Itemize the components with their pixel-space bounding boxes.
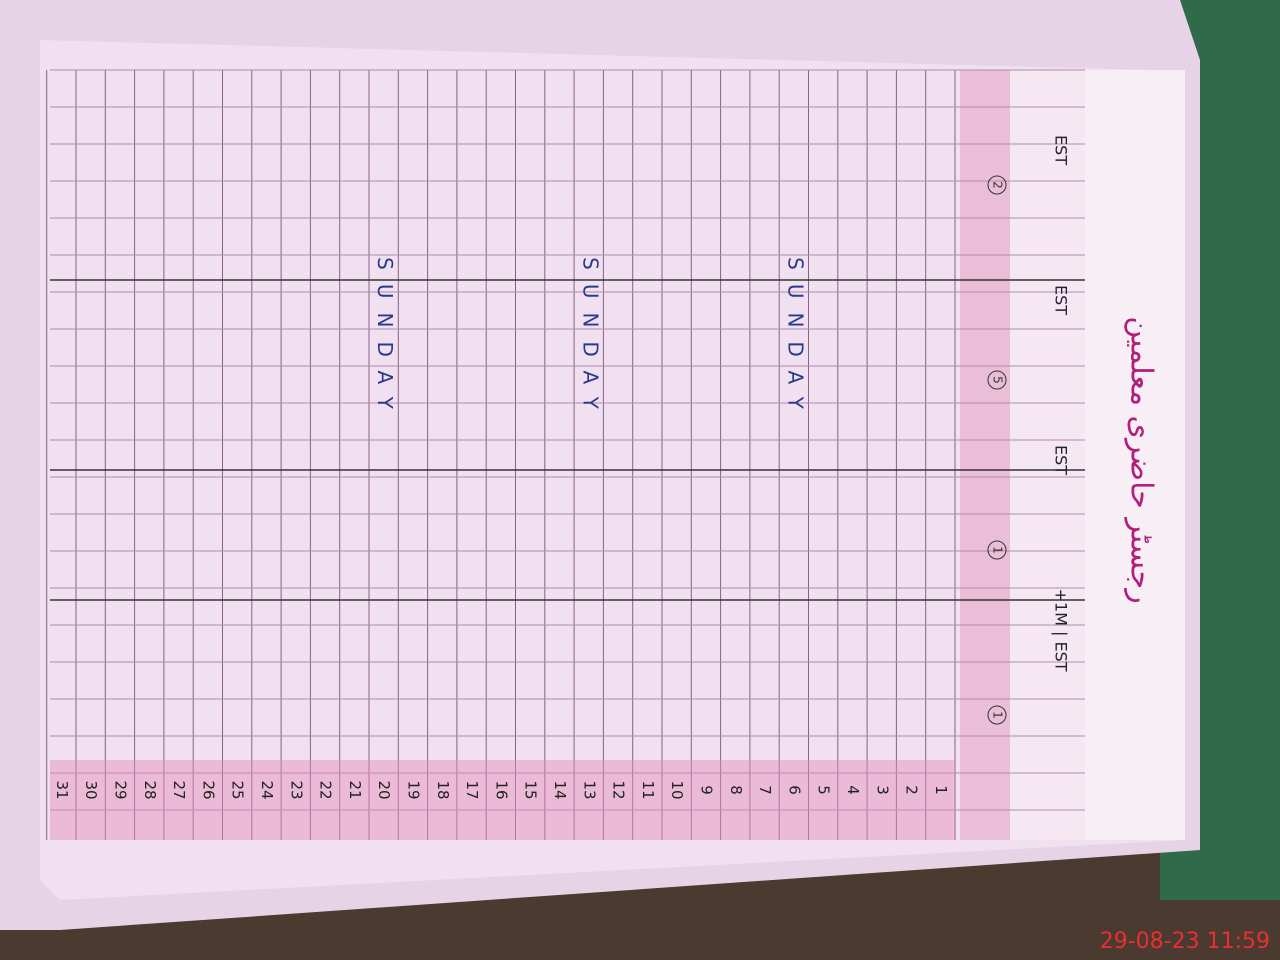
- holiday-note: SUNDAY: [783, 257, 807, 423]
- row-number: 21: [346, 780, 364, 799]
- row-number: 17: [463, 780, 481, 799]
- row-number: 16: [492, 780, 510, 799]
- register-title: رجسٹر حاضری معلمین: [1124, 316, 1159, 603]
- holiday-note: SUNDAY: [373, 257, 397, 423]
- row-number: 7: [756, 785, 774, 795]
- row-number: 19: [404, 780, 422, 799]
- row-number: 8: [727, 785, 745, 795]
- circled-number: 1: [991, 546, 1005, 554]
- circled-number: 1: [991, 711, 1005, 719]
- circle-mark: [987, 705, 1007, 725]
- row-number: 9: [697, 785, 715, 795]
- row-number: 1: [932, 785, 950, 795]
- circle-mark: [987, 370, 1007, 390]
- column-header: EST: [1052, 285, 1071, 315]
- column-header: +1M | EST: [1052, 589, 1071, 672]
- column-header: EST: [1052, 445, 1071, 475]
- row-number: 12: [610, 780, 628, 799]
- row-number: 3: [873, 785, 891, 795]
- row-number: 26: [199, 780, 217, 799]
- row-number: 14: [551, 780, 569, 799]
- row-number: 5: [815, 785, 833, 795]
- row-number: 22: [317, 780, 335, 799]
- row-number: 11: [639, 780, 657, 799]
- row-number: 15: [522, 780, 540, 799]
- row-number: 28: [141, 780, 159, 799]
- ruled-grid: [46, 69, 1085, 840]
- header-band: [960, 70, 1010, 840]
- row-number: 6: [785, 785, 803, 795]
- holiday-note: SUNDAY: [578, 257, 602, 423]
- row-number: 24: [258, 780, 276, 799]
- timestamp: 29-08-23 11:59: [1100, 929, 1270, 954]
- circle-mark: [987, 175, 1007, 195]
- row-number: 20: [375, 780, 393, 799]
- title-band: [1085, 70, 1185, 840]
- row-number: 18: [434, 780, 452, 799]
- circled-number: 2: [991, 181, 1005, 189]
- row-number: 13: [580, 780, 598, 799]
- row-number: 29: [111, 780, 129, 799]
- row-number: 23: [287, 780, 305, 799]
- number-band: [50, 760, 955, 840]
- circle-mark: [987, 540, 1007, 560]
- row-number: 27: [170, 780, 188, 799]
- row-number: 30: [82, 780, 100, 799]
- row-number: 25: [229, 780, 247, 799]
- row-number: 31: [53, 780, 71, 799]
- row-number: 10: [668, 780, 686, 799]
- circled-number: 5: [991, 376, 1005, 384]
- row-number: 2: [903, 785, 921, 795]
- row-number: 4: [844, 785, 862, 795]
- column-header: EST: [1052, 135, 1071, 165]
